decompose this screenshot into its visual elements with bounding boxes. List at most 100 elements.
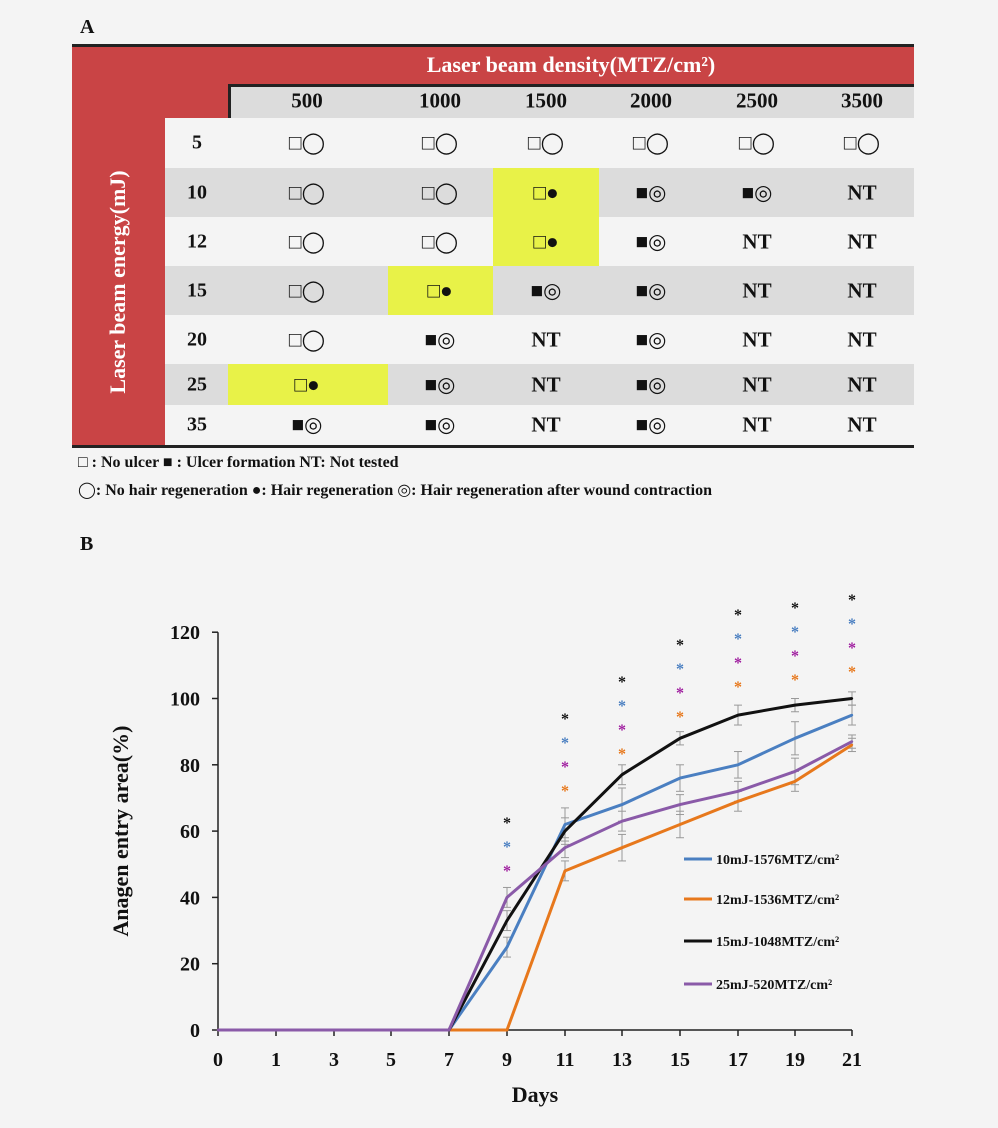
table-cell: □● <box>533 180 559 204</box>
x-tick-label: 1 <box>271 1049 281 1071</box>
significance-marker: * <box>561 711 569 728</box>
data-point <box>678 737 682 740</box>
column-header-500: 500 <box>291 88 323 113</box>
y-tick-label: 0 <box>190 1020 200 1042</box>
y-tick-label: 20 <box>180 954 200 976</box>
legend-label-0: 10mJ-1576MTZ/cm² <box>716 853 839 868</box>
table-cell: □◯ <box>421 229 459 253</box>
row-header-band <box>72 118 165 445</box>
column-header-1000: 1000 <box>419 88 461 113</box>
data-point <box>505 896 509 899</box>
energy-label-35: 35 <box>187 413 207 436</box>
panel-b-label: B <box>80 533 94 555</box>
significance-marker: * <box>734 631 742 648</box>
column-header-2000: 2000 <box>630 88 672 113</box>
table-cell: ■◎ <box>635 180 667 204</box>
legend-hair: ◯: No hair regeneration ●: Hair regenera… <box>78 482 713 499</box>
significance-marker: * <box>676 709 684 726</box>
table-cell: NT <box>742 327 772 351</box>
significance-marker: * <box>791 624 799 641</box>
table-cell: NT <box>847 412 877 437</box>
significance-marker: * <box>503 839 511 856</box>
data-point <box>678 803 682 806</box>
table-cell: ■◎ <box>424 372 456 396</box>
table-cell: NT <box>742 278 772 302</box>
table-cell: NT <box>531 327 561 351</box>
energy-label-15: 15 <box>187 279 207 301</box>
data-point <box>505 1028 509 1032</box>
significance-marker: * <box>503 815 511 832</box>
significance-marker: * <box>848 664 856 681</box>
table-cell: NT <box>847 278 877 302</box>
significance-marker: * <box>848 592 856 609</box>
significance-marker: * <box>734 655 742 672</box>
significance-marker: * <box>676 637 684 654</box>
data-point <box>850 713 854 717</box>
legend-ulcer: □ : No ulcer ■ : Ulcer formation NT: Not… <box>78 454 399 471</box>
significance-marker: * <box>848 616 856 633</box>
table-cell: ■◎ <box>530 278 562 302</box>
table-cell: ■◎ <box>635 327 667 351</box>
table-cell: NT <box>742 229 772 253</box>
y-tick-label: 60 <box>180 821 200 843</box>
x-tick-label: 7 <box>444 1049 454 1071</box>
x-tick-label: 11 <box>556 1049 575 1071</box>
data-point <box>620 846 624 849</box>
significance-marker: * <box>503 863 511 880</box>
significance-marker: * <box>561 735 569 752</box>
table-cell: □◯ <box>421 130 459 155</box>
x-tick-label: 15 <box>670 1049 690 1071</box>
data-point <box>850 740 854 743</box>
table-cell: ■◎ <box>741 180 773 204</box>
table-cell: ■◎ <box>424 412 456 437</box>
highlight-cell <box>388 266 493 315</box>
table-row-stripe <box>165 266 914 315</box>
significance-marker: * <box>791 600 799 617</box>
panel-a-label: A <box>80 16 95 38</box>
highlight-cell <box>493 168 599 217</box>
column-header-strip <box>228 84 914 118</box>
data-point <box>736 713 740 717</box>
table-cell: □◯ <box>843 130 881 155</box>
legend-label-2: 15mJ-1048MTZ/cm² <box>716 935 839 950</box>
energy-label-20: 20 <box>187 328 207 350</box>
energy-label-25: 25 <box>187 373 207 395</box>
y-axis-label: Anagen entry area(%) <box>108 726 133 937</box>
table-cell: □● <box>533 229 559 253</box>
data-point <box>736 800 740 803</box>
significance-marker: * <box>734 607 742 624</box>
data-point <box>793 770 797 773</box>
significance-marker: * <box>848 640 856 657</box>
significance-marker: * <box>618 722 626 739</box>
table-cell: □◯ <box>288 327 326 351</box>
energy-label-5: 5 <box>192 131 202 154</box>
table-cell: ■◎ <box>291 412 323 437</box>
table-cell: □● <box>427 278 453 302</box>
x-axis-label: Days <box>512 1082 559 1107</box>
data-point <box>620 773 624 776</box>
significance-marker: * <box>791 648 799 665</box>
data-point <box>563 846 567 849</box>
significance-marker: * <box>618 698 626 715</box>
x-tick-label: 5 <box>386 1049 396 1071</box>
y-tick-label: 120 <box>170 622 200 644</box>
significance-marker: * <box>618 746 626 763</box>
significance-marker: * <box>561 759 569 776</box>
data-point <box>447 1028 451 1032</box>
y-tick-label: 80 <box>180 755 200 777</box>
column-header-2500: 2500 <box>736 88 778 113</box>
column-header-3500: 3500 <box>841 88 883 113</box>
table-cell: □◯ <box>288 130 326 155</box>
data-point <box>505 919 509 922</box>
table-cell: NT <box>742 412 772 437</box>
y-tick-label: 40 <box>180 887 200 909</box>
energy-label-12: 12 <box>187 230 207 252</box>
table-cell: NT <box>531 372 561 396</box>
table-cell: ■◎ <box>635 229 667 253</box>
series-line-3 <box>218 740 853 1032</box>
table-cell: NT <box>847 372 877 396</box>
data-point <box>505 945 509 949</box>
table-cell: ■◎ <box>635 278 667 302</box>
data-point <box>563 869 567 873</box>
